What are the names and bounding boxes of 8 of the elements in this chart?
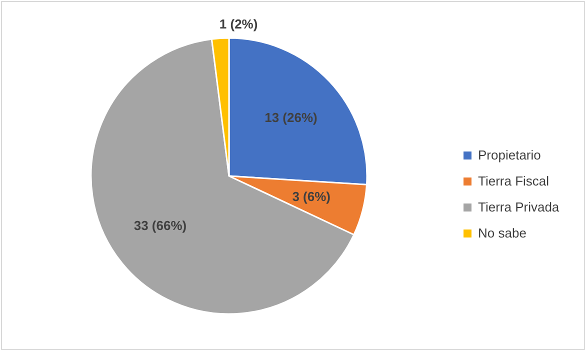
legend-label: No sabe	[478, 226, 526, 240]
data-label: 13 (26%)	[264, 110, 318, 125]
data-label: 1 (2%)	[219, 16, 258, 32]
legend-label: Propietario	[478, 148, 541, 162]
data-label: 33 (66%)	[134, 218, 187, 233]
legend-label: Tierra Privada	[478, 200, 560, 214]
legend-label: Tierra Fiscal	[478, 174, 550, 188]
data-label: 3 (6%)	[292, 189, 330, 204]
